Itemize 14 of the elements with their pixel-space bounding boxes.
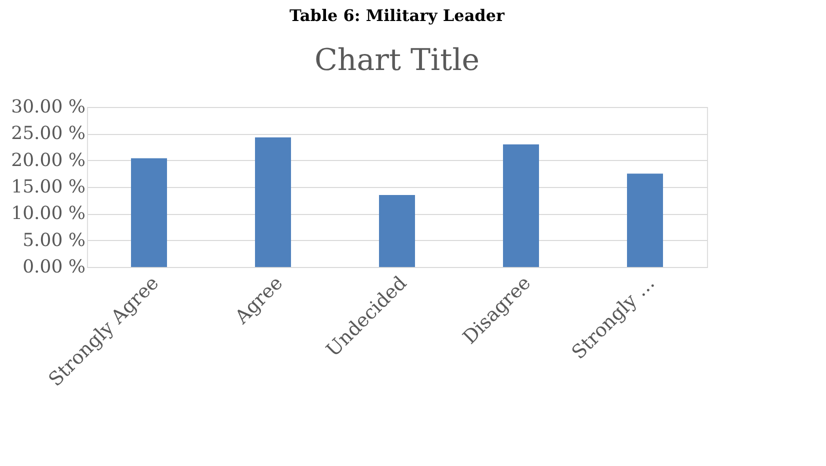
- y-tick-label: 20.00 %: [11, 150, 86, 171]
- y-tick-label: 25.00 %: [11, 123, 86, 144]
- bar: [627, 174, 663, 267]
- y-tick-label: 10.00 %: [11, 203, 86, 224]
- y-tick-label: 0.00 %: [22, 256, 86, 278]
- bar: [503, 144, 539, 267]
- y-tick-label: 30.00 %: [11, 96, 86, 118]
- bar: [379, 195, 415, 267]
- bar: [255, 137, 291, 267]
- y-tick-label: 5.00 %: [22, 230, 86, 251]
- y-tick-label: 15.00 %: [11, 176, 86, 198]
- chart-title: Chart Title: [314, 43, 480, 78]
- caption: Table 6: Military Leader: [290, 6, 506, 25]
- bar: [131, 158, 167, 267]
